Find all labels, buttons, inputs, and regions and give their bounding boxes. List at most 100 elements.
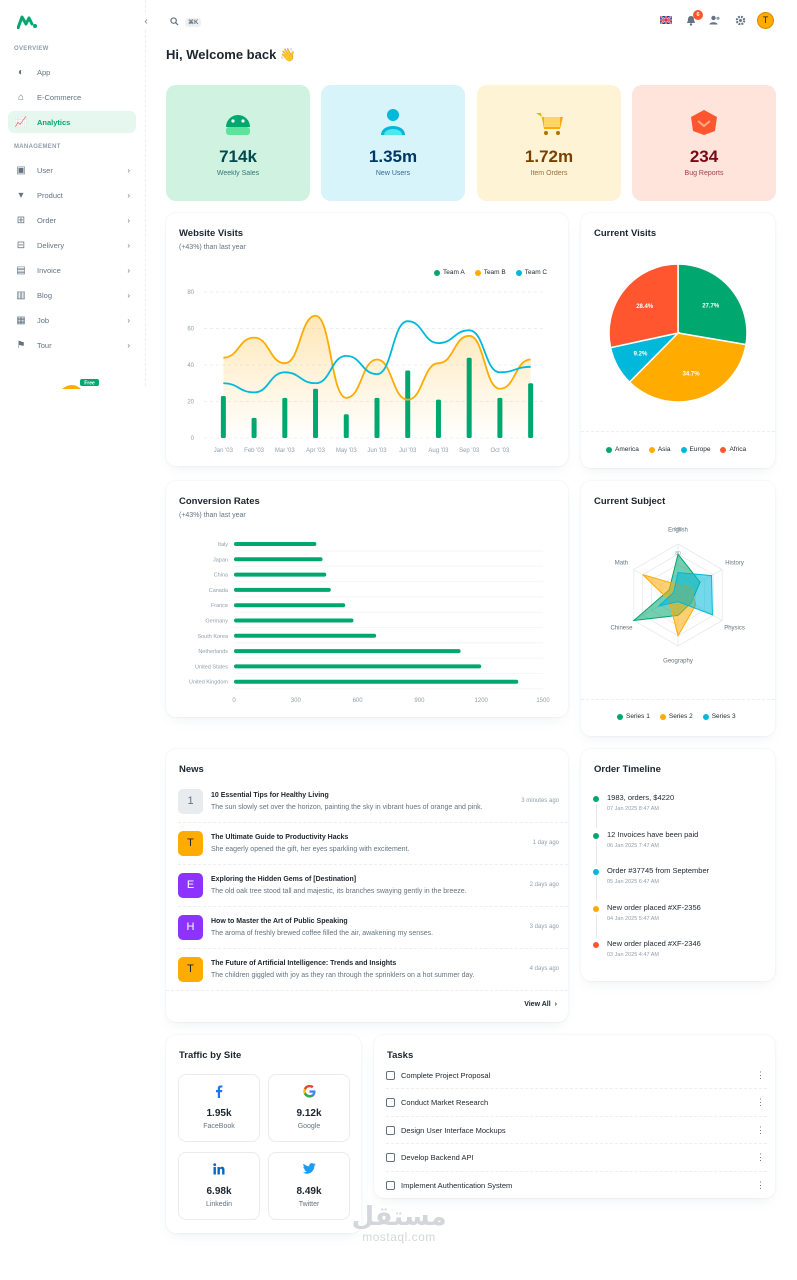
- bar-france[interactable]: [234, 603, 346, 608]
- bar-canada[interactable]: [234, 587, 331, 592]
- task-item: Develop Backend API ⋮: [386, 1145, 767, 1172]
- chart-legend: Team A Team B Team C: [434, 269, 547, 276]
- news-item[interactable]: 1 10 Essential Tips for Healthy Living The…: [178, 789, 559, 831]
- settings-gear-icon[interactable]: [733, 13, 747, 27]
- task-checkbox[interactable]: [386, 1181, 395, 1190]
- sidebar-item-e-commerce[interactable]: ⌂ E-Commerce: [8, 86, 136, 108]
- sidebar-item-blog[interactable]: ▥ Blog ›: [8, 284, 136, 306]
- sidebar-item-tour[interactable]: ⚑ Tour ›: [8, 334, 136, 356]
- task-checkbox[interactable]: [386, 1153, 395, 1162]
- bar-team-a[interactable]: [528, 383, 534, 438]
- card-title: Order Timeline: [594, 764, 661, 775]
- stat-label: Item Orders: [530, 170, 568, 177]
- view-all-link[interactable]: View All ›: [524, 1001, 557, 1008]
- task-checkbox[interactable]: [386, 1125, 395, 1135]
- y-tick-label: 80: [187, 290, 194, 296]
- contacts-icon[interactable]: [708, 13, 722, 27]
- news-description: The aroma of freshly brewed coffee fille…: [211, 930, 434, 937]
- legend-item-series-1[interactable]: Series 1: [617, 713, 650, 720]
- traffic-label: Google: [297, 1123, 321, 1130]
- traffic-tile-twitter[interactable]: 8.49k Twitter: [268, 1152, 350, 1220]
- legend-item-team-b[interactable]: Team B: [474, 269, 506, 276]
- collapse-sidebar-icon[interactable]: ‹: [140, 15, 152, 29]
- divider: [178, 822, 568, 823]
- pie-slice-asia[interactable]: [628, 332, 747, 403]
- traffic-label: Linkedin: [205, 1201, 233, 1208]
- bar-germany[interactable]: [234, 618, 354, 623]
- bar-team-a[interactable]: [251, 417, 257, 438]
- news-title[interactable]: The Future of Artificial Intelligence: T…: [211, 960, 397, 967]
- more-vertical-icon[interactable]: ⋮: [756, 1124, 765, 1135]
- bar-team-a[interactable]: [374, 397, 380, 438]
- logo[interactable]: [16, 15, 37, 34]
- search-icon[interactable]: [170, 13, 179, 31]
- sidebar-item-analytics[interactable]: 📈 Analytics: [8, 111, 136, 133]
- divider: [178, 864, 568, 865]
- legend-item-europe[interactable]: Europe: [680, 446, 710, 453]
- sidebar-item-invoice[interactable]: ▤ Invoice ›: [8, 259, 136, 281]
- news-item[interactable]: T The Future of Artificial Intelligence: …: [178, 957, 559, 999]
- news-title[interactable]: Exploring the Hidden Gems of [Destinatio…: [211, 876, 357, 883]
- stat-value: 1.72m: [524, 147, 574, 166]
- news-title[interactable]: 10 Essential Tips for Healthy Living: [211, 792, 329, 799]
- bar-netherlands[interactable]: [234, 649, 461, 654]
- legend-item-asia[interactable]: Asia: [648, 446, 671, 453]
- news-thumbnail: H: [178, 915, 203, 940]
- task-checkbox[interactable]: [386, 1070, 395, 1080]
- news-title[interactable]: How to Master the Art of Public Speaking: [211, 918, 348, 925]
- uk-flag-icon[interactable]: [659, 13, 673, 27]
- radar-axis-label: Geography: [663, 658, 693, 664]
- sidebar-item-app[interactable]: ◐ App: [8, 61, 136, 83]
- more-vertical-icon[interactable]: ⋮: [756, 1069, 765, 1080]
- sidebar-item-product[interactable]: ▾ Product ›: [8, 184, 136, 206]
- current-visits-card: Current Visits 27.7% 34.7% 9.2% 28.4% Ameri…: [581, 213, 775, 468]
- bar-china[interactable]: [234, 572, 327, 577]
- search-bar[interactable]: ⌘K: [170, 13, 202, 31]
- user-avatar[interactable]: T: [757, 12, 774, 29]
- news-item[interactable]: E Exploring the Hidden Gems of [Destinati…: [178, 873, 559, 915]
- more-vertical-icon[interactable]: ⋮: [756, 1097, 765, 1107]
- bar-team-a[interactable]: [497, 397, 503, 438]
- pie-slice-america[interactable]: [677, 263, 748, 346]
- sidebar-item-user[interactable]: ▣ User ›: [8, 159, 136, 181]
- more-vertical-icon[interactable]: ⋮: [756, 1152, 765, 1162]
- bar-south-korea[interactable]: [234, 633, 377, 638]
- traffic-tile-linkedin[interactable]: 6.98k Linkedin: [178, 1152, 260, 1220]
- legend-item-series-3[interactable]: Series 3: [702, 713, 736, 720]
- bar-united-states[interactable]: [234, 664, 482, 669]
- news-title[interactable]: The Ultimate Guide to Productivity Hacks: [211, 834, 349, 841]
- sidebar-item-job[interactable]: ▦ Job ›: [8, 309, 136, 331]
- bar-team-a[interactable]: [343, 414, 349, 438]
- legend-item-africa[interactable]: Africa: [720, 446, 746, 453]
- legend-item-team-a[interactable]: Team A: [434, 269, 465, 276]
- pie-slice-africa[interactable]: [608, 263, 679, 349]
- sidebar-item-order[interactable]: ⊞ Order ›: [8, 209, 136, 231]
- bar-team-a[interactable]: [220, 396, 226, 438]
- free-badge[interactable]: Free: [62, 376, 100, 389]
- radar-series-series-3[interactable]: [657, 572, 713, 616]
- timeline-title: 1983, orders, $4220: [607, 793, 675, 802]
- bar-team-a[interactable]: [405, 370, 411, 438]
- news-item[interactable]: T The Ultimate Guide to Productivity Hack…: [178, 831, 559, 873]
- timeline-dot: [593, 942, 599, 948]
- bar-team-a[interactable]: [435, 399, 441, 438]
- bar-team-a[interactable]: [282, 397, 288, 438]
- bar-team-a[interactable]: [313, 388, 319, 438]
- x-tick-label: 1500: [536, 698, 550, 704]
- bar-italy[interactable]: [234, 542, 317, 546]
- traffic-tile-google[interactable]: 9.12k Google: [268, 1074, 350, 1142]
- sidebar-item-delivery[interactable]: ⊟ Delivery ›: [8, 234, 136, 256]
- bar-united-kingdom[interactable]: [234, 679, 519, 684]
- task-checkbox[interactable]: [386, 1098, 395, 1107]
- legend-item-america[interactable]: America: [606, 446, 639, 453]
- legend-item-series-2[interactable]: Series 2: [659, 713, 693, 720]
- news-item[interactable]: H How to Master the Art of Public Speakin…: [178, 915, 559, 957]
- x-tick-label: 0: [232, 698, 236, 704]
- legend-item-team-c[interactable]: Team C: [515, 269, 547, 276]
- sidebar-item-label: Order: [37, 215, 57, 225]
- bar-team-a[interactable]: [466, 357, 472, 438]
- bar-japan[interactable]: [234, 557, 323, 562]
- more-vertical-icon[interactable]: ⋮: [756, 1180, 765, 1190]
- traffic-tile-facebook[interactable]: 1.95k FaceBook: [178, 1074, 260, 1142]
- x-tick-label: Jan '03: [214, 448, 234, 454]
